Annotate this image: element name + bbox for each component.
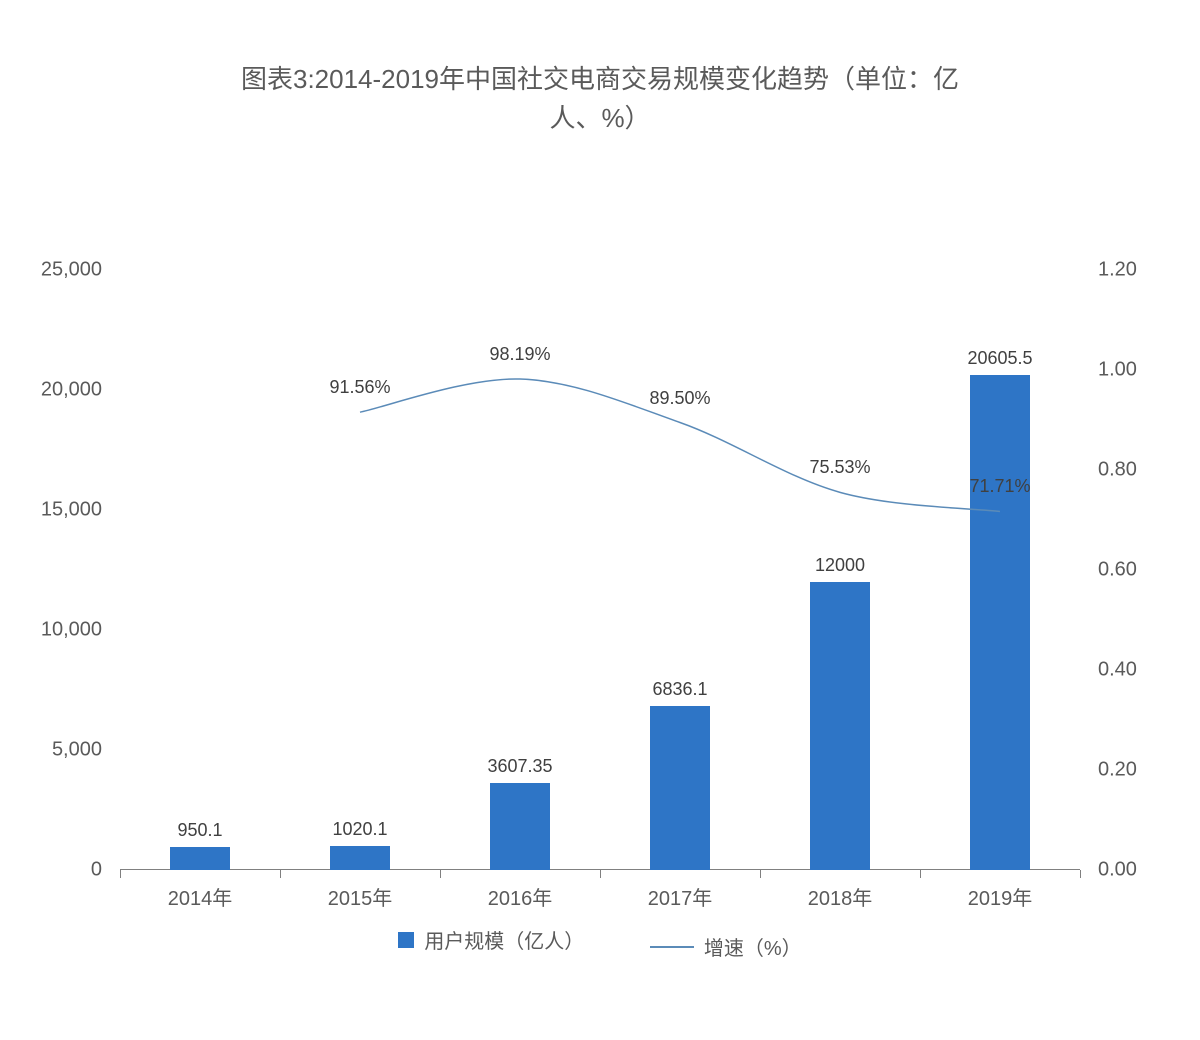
bar-value-label: 20605.5 bbox=[967, 348, 1032, 369]
bar bbox=[330, 846, 391, 870]
y2-tick-label: 0.80 bbox=[1098, 459, 1137, 482]
x-tick-label: 2017年 bbox=[648, 882, 713, 911]
bar-value-label: 12000 bbox=[815, 555, 865, 576]
line-value-label: 98.19% bbox=[489, 344, 550, 365]
y2-tick-label: 0.60 bbox=[1098, 559, 1137, 582]
bar bbox=[810, 582, 871, 870]
legend-bar-label: 用户规模（亿人） bbox=[424, 925, 584, 954]
x-tick-mark bbox=[920, 870, 921, 878]
legend-bar-swatch bbox=[398, 932, 414, 948]
x-tick-label: 2018年 bbox=[808, 882, 873, 911]
x-tick-label: 2014年 bbox=[168, 882, 233, 911]
bar-value-label: 950.1 bbox=[177, 820, 222, 841]
y2-tick-label: 0.00 bbox=[1098, 859, 1137, 882]
y1-tick-label: 20,000 bbox=[41, 379, 102, 402]
legend-item-bars: 用户规模（亿人） bbox=[398, 925, 584, 954]
bar bbox=[650, 706, 711, 870]
y1-tick-label: 10,000 bbox=[41, 619, 102, 642]
title-line-2: 人、%） bbox=[549, 103, 650, 133]
y1-tick-label: 5,000 bbox=[52, 739, 102, 762]
x-tick-mark bbox=[600, 870, 601, 878]
x-tick-mark bbox=[120, 870, 121, 878]
line-value-label: 89.50% bbox=[649, 388, 710, 409]
legend-line-swatch bbox=[650, 946, 694, 948]
bar-value-label: 6836.1 bbox=[652, 679, 707, 700]
line-value-label: 75.53% bbox=[809, 457, 870, 478]
legend: 用户规模（亿人） 增速（%） bbox=[0, 925, 1200, 961]
x-tick-mark bbox=[1080, 870, 1081, 878]
plot-area: 05,00010,00015,00020,00025,0000.000.200.… bbox=[120, 270, 1080, 870]
legend-line-label: 增速（%） bbox=[704, 932, 802, 961]
x-tick-label: 2019年 bbox=[968, 882, 1033, 911]
y1-tick-label: 15,000 bbox=[41, 499, 102, 522]
bar-value-label: 3607.35 bbox=[487, 756, 552, 777]
bar bbox=[170, 847, 231, 870]
growth-line bbox=[120, 270, 1080, 870]
line-value-label: 91.56% bbox=[329, 377, 390, 398]
y2-tick-label: 0.40 bbox=[1098, 659, 1137, 682]
x-tick-mark bbox=[280, 870, 281, 878]
y2-tick-label: 1.00 bbox=[1098, 359, 1137, 382]
y1-tick-label: 25,000 bbox=[41, 259, 102, 282]
y2-tick-label: 1.20 bbox=[1098, 259, 1137, 282]
y2-tick-label: 0.20 bbox=[1098, 759, 1137, 782]
bar bbox=[970, 375, 1031, 870]
y1-tick-label: 0 bbox=[91, 859, 102, 882]
x-tick-label: 2016年 bbox=[488, 882, 553, 911]
x-tick-mark bbox=[760, 870, 761, 878]
title-line-1: 图表3:2014-2019年中国社交电商交易规模变化趋势（单位：亿 bbox=[241, 64, 959, 94]
x-tick-label: 2015年 bbox=[328, 882, 393, 911]
chart-container: 图表3:2014-2019年中国社交电商交易规模变化趋势（单位：亿 人、%） 0… bbox=[0, 0, 1200, 1040]
line-value-label: 71.71% bbox=[969, 476, 1030, 497]
bar bbox=[490, 783, 551, 870]
x-tick-mark bbox=[440, 870, 441, 878]
chart-title: 图表3:2014-2019年中国社交电商交易规模变化趋势（单位：亿 人、%） bbox=[0, 60, 1200, 138]
bar-value-label: 1020.1 bbox=[332, 819, 387, 840]
legend-item-line: 增速（%） bbox=[650, 932, 802, 961]
